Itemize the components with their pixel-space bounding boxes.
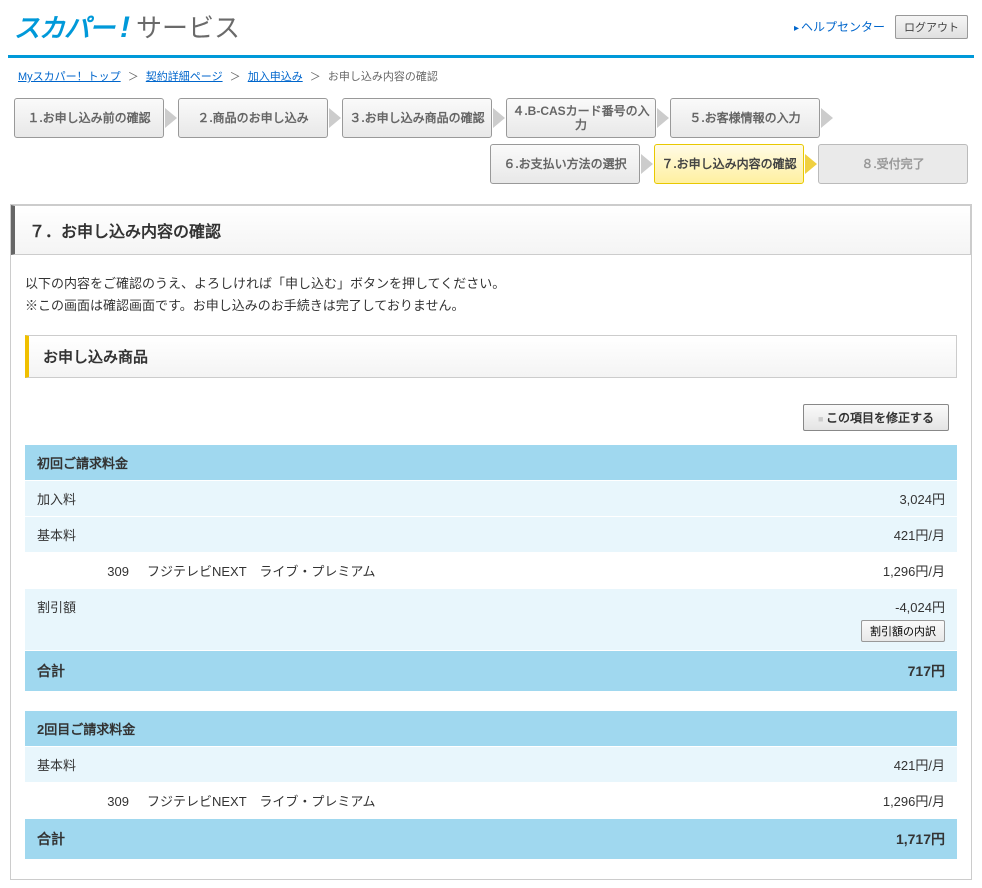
step-arrow-icon bbox=[493, 108, 505, 128]
row-label: 309 フジテレビNEXT ライブ・プレミアム bbox=[37, 561, 883, 580]
row-label: 基本料 bbox=[37, 525, 894, 544]
brand-logo: スカパー! サービス bbox=[14, 8, 240, 45]
logo-exclaim: ! bbox=[120, 11, 130, 45]
total-value: 1,717円 bbox=[896, 829, 945, 849]
row-value: 421円/月 bbox=[894, 755, 945, 774]
breadcrumb-sep: ＞ bbox=[310, 71, 321, 83]
logo-subtitle: サービス bbox=[136, 8, 240, 45]
breadcrumb: Myスカパー！トップ ＞ 契約詳細ページ ＞ 加入申込み ＞ お申し込み内容の確… bbox=[0, 58, 982, 94]
breadcrumb-link[interactable]: 契約詳細ページ bbox=[146, 71, 223, 83]
table-row: 割引額 -4,024円 割引額の内訳 bbox=[25, 589, 957, 651]
step-5: ５.お客様情報の入力 bbox=[670, 98, 820, 138]
step-arrow-icon bbox=[165, 108, 177, 128]
intro-line-2: ※この画面は確認画面です。お申し込みのお手続きは完了しておりません。 bbox=[25, 295, 957, 317]
billing2-total-row: 合計 1,717円 bbox=[25, 819, 957, 859]
second-billing-table: 2回目ご請求料金 基本料 421円/月 309 フジテレビNEXT ライブ・プレミ… bbox=[25, 711, 957, 859]
total-value: 717円 bbox=[908, 661, 945, 681]
edit-button-wrap: この項目を修正する bbox=[11, 386, 971, 445]
billing1-header: 初回ご請求料金 bbox=[25, 445, 957, 481]
row-label: 309 フジテレビNEXT ライブ・プレミアム bbox=[37, 791, 883, 810]
discount-detail-button[interactable]: 割引額の内訳 bbox=[861, 620, 945, 642]
breadcrumb-link[interactable]: 加入申込み bbox=[248, 71, 303, 83]
progress-steps: １.お申し込み前の確認 ２.商品のお申し込み ３.お申し込み商品の確認 ４.B-… bbox=[0, 94, 982, 196]
step-arrow-icon bbox=[821, 108, 833, 128]
table-row: 309 フジテレビNEXT ライブ・プレミアム 1,296円/月 bbox=[25, 783, 957, 819]
step-7-active: ７.お申し込み内容の確認 bbox=[654, 144, 804, 184]
logout-button[interactable]: ログアウト bbox=[895, 15, 968, 39]
main-content: ７．お申し込み内容の確認 以下の内容をご確認のうえ、よろしければ「申し込む」ボタ… bbox=[10, 204, 972, 880]
steps-row-1: １.お申し込み前の確認 ２.商品のお申し込み ３.お申し込み商品の確認 ４.B-… bbox=[14, 98, 968, 138]
channel-number: 309 bbox=[73, 794, 129, 809]
steps-row-2: ６.お支払い方法の選択 ７.お申し込み内容の確認 ８.受付完了 bbox=[14, 144, 968, 184]
step-1: １.お申し込み前の確認 bbox=[14, 98, 164, 138]
row-value: -4,024円 bbox=[895, 597, 945, 616]
section-title: ７．お申し込み内容の確認 bbox=[29, 218, 956, 242]
step-2: ２.商品のお申し込み bbox=[178, 98, 328, 138]
breadcrumb-sep: ＞ bbox=[230, 71, 241, 83]
logo-main-text: スカパー bbox=[14, 8, 114, 45]
row-label: 割引額 bbox=[37, 597, 895, 616]
step-6: ６.お支払い方法の選択 bbox=[490, 144, 640, 184]
header-right: ヘルプセンター ログアウト bbox=[794, 15, 968, 39]
intro-text: 以下の内容をご確認のうえ、よろしければ「申し込む」ボタンを押してください。 ※こ… bbox=[11, 255, 971, 335]
section-title-bar: ７．お申し込み内容の確認 bbox=[11, 205, 971, 255]
row-label: 基本料 bbox=[37, 755, 894, 774]
table-row: 基本料 421円/月 bbox=[25, 517, 957, 553]
row-value: 1,296円/月 bbox=[883, 791, 945, 810]
total-label: 合計 bbox=[37, 829, 65, 849]
channel-name: フジテレビNEXT ライブ・プレミアム bbox=[147, 794, 376, 809]
step-arrow-icon bbox=[329, 108, 341, 128]
breadcrumb-current: お申し込み内容の確認 bbox=[328, 71, 438, 83]
step-arrow-icon bbox=[641, 154, 653, 174]
breadcrumb-sep: ＞ bbox=[128, 71, 139, 83]
products-subsection-title: お申し込み商品 bbox=[25, 335, 957, 378]
row-label: 加入料 bbox=[37, 489, 899, 508]
edit-section-button[interactable]: この項目を修正する bbox=[803, 404, 949, 431]
page-header: スカパー! サービス ヘルプセンター ログアウト bbox=[0, 0, 982, 55]
row-value: 421円/月 bbox=[894, 525, 945, 544]
intro-line-1: 以下の内容をご確認のうえ、よろしければ「申し込む」ボタンを押してください。 bbox=[25, 273, 957, 295]
table-row: 基本料 421円/月 bbox=[25, 747, 957, 783]
billing2-header: 2回目ご請求料金 bbox=[25, 711, 957, 747]
breadcrumb-link[interactable]: Myスカパー！トップ bbox=[18, 71, 121, 83]
step-arrow-icon bbox=[805, 154, 817, 174]
table-row: 加入料 3,024円 bbox=[25, 481, 957, 517]
step-arrow-icon bbox=[657, 108, 669, 128]
first-billing-table: 初回ご請求料金 加入料 3,024円 基本料 421円/月 309 フジテレビNE… bbox=[25, 445, 957, 691]
row-value: 1,296円/月 bbox=[883, 561, 945, 580]
step-8: ８.受付完了 bbox=[818, 144, 968, 184]
row-value: 3,024円 bbox=[899, 489, 945, 508]
step-4: ４.B-CASカード番号の入力 bbox=[506, 98, 656, 138]
step-3: ３.お申し込み商品の確認 bbox=[342, 98, 492, 138]
help-center-link[interactable]: ヘルプセンター bbox=[794, 18, 885, 35]
channel-name: フジテレビNEXT ライブ・プレミアム bbox=[147, 564, 376, 579]
billing1-total-row: 合計 717円 bbox=[25, 651, 957, 691]
channel-number: 309 bbox=[73, 564, 129, 579]
total-label: 合計 bbox=[37, 661, 65, 681]
table-row: 309 フジテレビNEXT ライブ・プレミアム 1,296円/月 bbox=[25, 553, 957, 589]
